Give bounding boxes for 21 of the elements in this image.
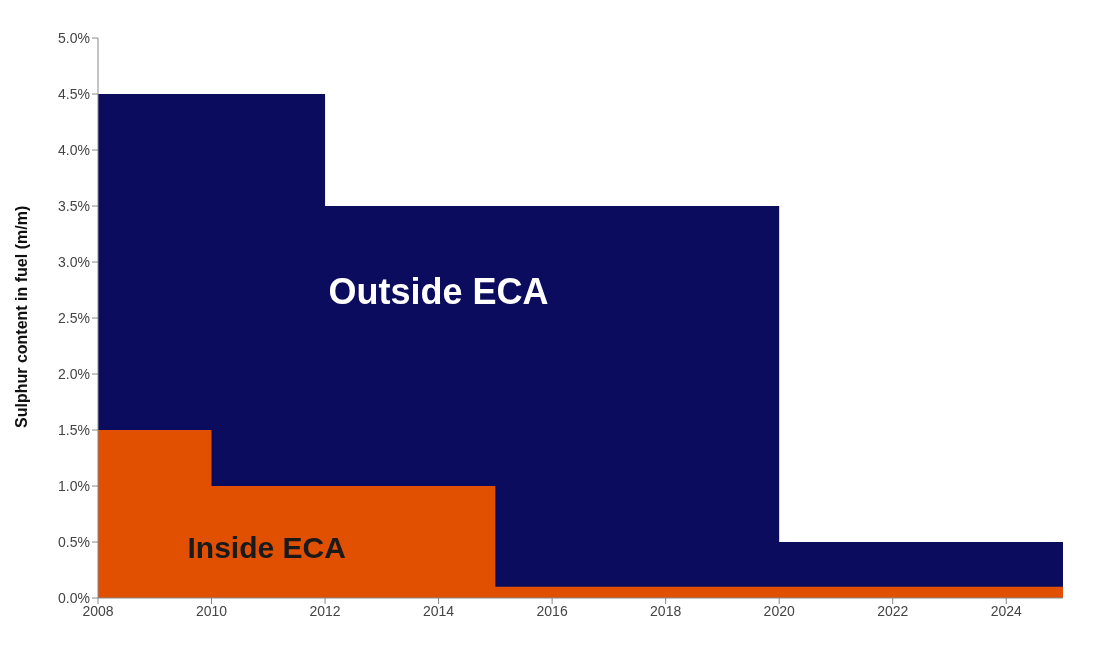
x-tick-label: 2010: [195, 602, 228, 619]
y-tick-label: 4.0%: [58, 141, 90, 158]
x-tick-label: 2012: [309, 602, 341, 619]
x-tick-label: 2022: [877, 602, 909, 619]
x-tick-label: 2014: [423, 602, 455, 619]
y-tick-label: 0.5%: [58, 533, 90, 550]
y-axis-title: Sulphur content in fuel (m/m): [12, 205, 30, 428]
y-tick-label: 1.0%: [58, 477, 90, 494]
x-tick-label: 2018: [650, 602, 682, 619]
y-tick-label: 1.5%: [58, 421, 90, 438]
x-tick-label: 2024: [990, 602, 1023, 619]
y-tick-label: 2.5%: [58, 309, 90, 326]
x-tick-label: 2016: [536, 602, 568, 619]
y-tick-label: 5.0%: [58, 29, 90, 46]
y-tick-label: 3.5%: [58, 197, 90, 214]
series-label: Inside ECA: [187, 530, 346, 565]
y-tick-label: 4.5%: [58, 85, 90, 102]
x-tick-label: 2020: [763, 602, 795, 619]
y-tick-label: 2.0%: [58, 365, 90, 382]
y-tick-label: 3.0%: [58, 253, 90, 270]
series-label: Outside ECA: [328, 271, 549, 314]
